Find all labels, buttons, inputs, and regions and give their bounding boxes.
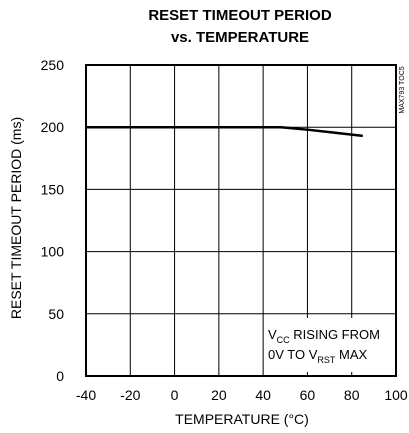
x-tick-label: 80 xyxy=(344,387,360,403)
annotation-line-2-post: MAX xyxy=(335,347,367,362)
x-tick-label: 100 xyxy=(384,387,408,403)
chart-title-line-1: RESET TIMEOUT PERIOD xyxy=(148,7,332,24)
x-tick-label: 60 xyxy=(300,387,316,403)
annotation-line-2: 0V TO VRST MAX xyxy=(268,347,368,365)
series-line-0 xyxy=(86,125,363,138)
vrst-subscript: RST xyxy=(317,355,336,365)
chart-title-line-2: vs. TEMPERATURE xyxy=(171,29,309,46)
figure-code: MAX793 TOC5 xyxy=(399,66,406,113)
y-tick-label: 0 xyxy=(56,368,64,384)
y-axis-label: RESET TIMEOUT PERIOD (ms) xyxy=(8,117,24,319)
vcc-label: V xyxy=(268,327,277,342)
x-axis-label: TEMPERATURE (°C) xyxy=(175,411,309,427)
x-tick-label: 0 xyxy=(171,387,179,403)
annotation-background xyxy=(264,318,388,372)
grid xyxy=(86,65,396,376)
y-tick-labels: 0 50 100 150 200 250 xyxy=(41,57,65,384)
y-tick-label: 50 xyxy=(48,306,64,322)
annotation-line-1-rest: RISING FROM xyxy=(290,327,380,342)
x-tick-label: -20 xyxy=(120,387,140,403)
annotation-line-2-pre: 0V TO V xyxy=(268,347,318,362)
series-group xyxy=(86,125,363,138)
y-tick-label: 200 xyxy=(41,119,65,135)
y-tick-label: 250 xyxy=(41,57,65,73)
x-tick-label: 40 xyxy=(255,387,271,403)
x-tick-label: 20 xyxy=(211,387,227,403)
x-tick-label: -40 xyxy=(76,387,96,403)
vcc-subscript: CC xyxy=(277,335,290,345)
y-tick-label: 150 xyxy=(41,181,65,197)
x-tick-labels: -40 -20 0 20 40 60 80 100 xyxy=(76,387,408,403)
plot-frame xyxy=(85,64,397,377)
annotation-line-1: VCC RISING FROM xyxy=(268,327,380,345)
y-tick-label: 100 xyxy=(41,244,65,260)
